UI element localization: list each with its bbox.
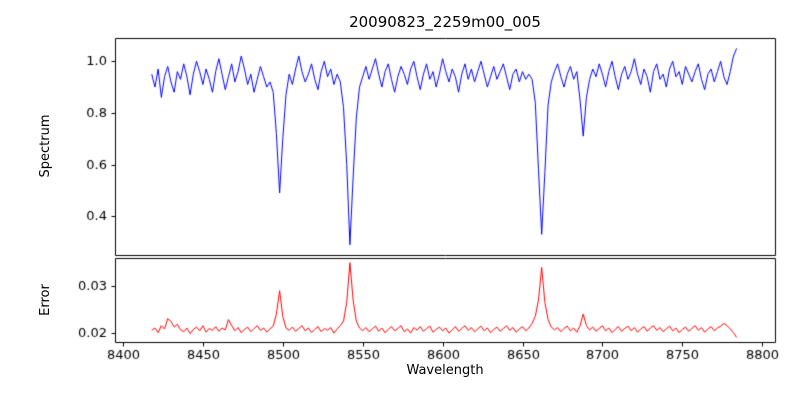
error-y-axis-label: Error: [38, 284, 53, 316]
x-axis-label: Wavelength: [406, 363, 484, 378]
chart-title: 20090823_2259m00_005: [349, 13, 541, 31]
